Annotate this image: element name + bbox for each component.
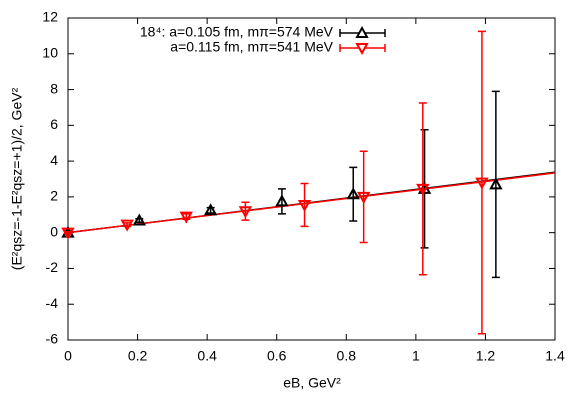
y-tick-label: -6 xyxy=(46,331,59,347)
plot-frame xyxy=(67,17,556,341)
y-tick-label: 2 xyxy=(50,188,58,204)
x-tick-label: 1.2 xyxy=(476,348,496,364)
y-tick-label: 8 xyxy=(50,80,58,96)
marker xyxy=(132,213,147,226)
x-tick-label: 1 xyxy=(412,348,420,364)
x-tick-label: 1.4 xyxy=(545,348,565,364)
x-tick-label: 0.4 xyxy=(197,348,217,364)
y-tick-label: 4 xyxy=(50,152,58,168)
legend-marker xyxy=(355,25,369,38)
x-tick-label: 0.6 xyxy=(267,348,287,364)
marker xyxy=(203,203,218,216)
fit-line xyxy=(67,172,556,234)
y-tick-label: 6 xyxy=(50,116,58,132)
error-bar xyxy=(418,102,427,276)
marker xyxy=(416,183,430,196)
y-tick-label: 0 xyxy=(50,223,58,239)
error-bar xyxy=(182,213,191,220)
marker xyxy=(238,206,253,219)
marker xyxy=(356,191,371,204)
y-tick-label: -4 xyxy=(46,295,59,311)
error-bar xyxy=(477,30,486,335)
error-bar xyxy=(300,182,309,228)
x-tick-label: 0.2 xyxy=(128,348,148,364)
y-tick-label: 12 xyxy=(42,9,58,25)
error-bar xyxy=(359,150,368,244)
marker xyxy=(346,187,360,200)
marker xyxy=(120,219,134,232)
marker xyxy=(275,194,289,207)
marker xyxy=(475,177,489,190)
marker xyxy=(61,227,75,240)
marker xyxy=(179,211,193,224)
y-axis-label: (E²qsz=-1-E²qsz=+1)/2, GeV² xyxy=(9,87,25,270)
marker xyxy=(297,199,312,212)
marker xyxy=(417,181,432,194)
y-tick-label: 10 xyxy=(42,44,58,60)
error-bar xyxy=(349,166,358,222)
legend-marker xyxy=(355,43,369,56)
error-bar xyxy=(491,90,500,279)
error-bar xyxy=(277,188,286,215)
marker xyxy=(489,177,503,190)
x-tick-label: 0.8 xyxy=(337,348,357,364)
x-tick-label: 0 xyxy=(64,348,72,364)
legend-label: a=0.115 fm, mπ=541 MeV xyxy=(170,39,333,55)
y-tick-label: -2 xyxy=(46,259,59,275)
x-axis-label: eB, GeV² xyxy=(283,375,341,391)
legend-label: 18⁴: a=0.105 fm, mπ=574 MeV xyxy=(140,24,334,40)
error-bar xyxy=(206,206,215,214)
